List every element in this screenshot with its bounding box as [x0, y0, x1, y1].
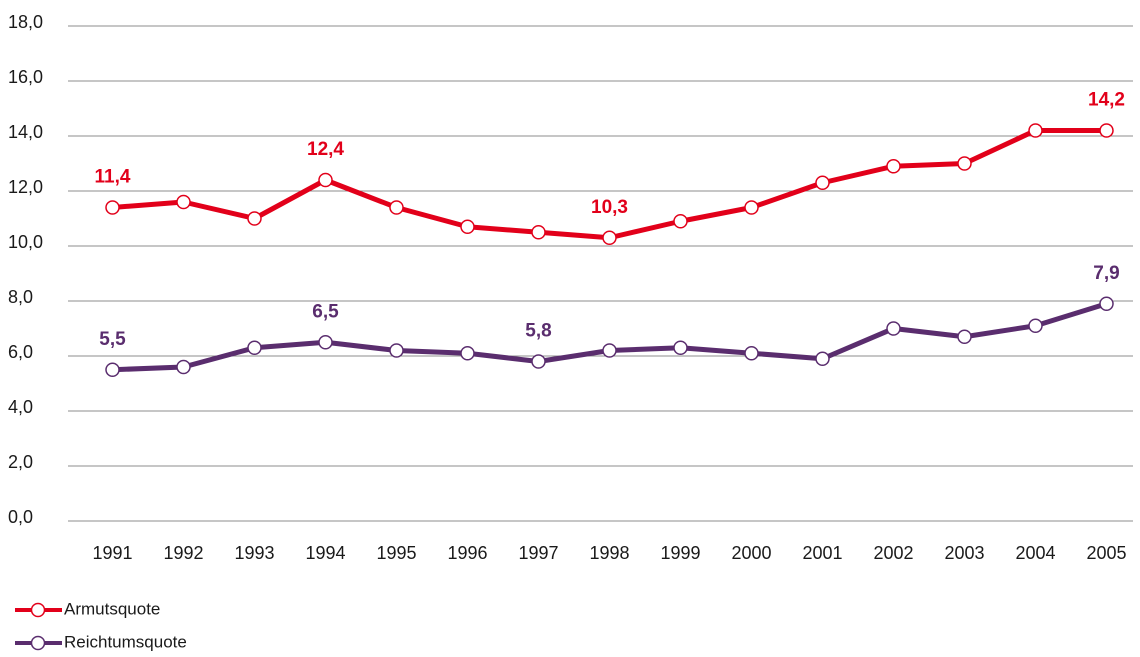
data-point	[1099, 123, 1114, 138]
y-tick-label: 14,0	[8, 122, 43, 142]
data-point	[744, 346, 759, 361]
legend-marker	[30, 635, 46, 651]
data-point	[389, 343, 404, 358]
data-label: 12,4	[307, 139, 344, 160]
data-label: 5,5	[99, 329, 126, 350]
data-point	[531, 225, 546, 240]
y-tick-label: 18,0	[8, 12, 43, 32]
x-tick-label: 1995	[376, 543, 416, 563]
y-tick-label: 0,0	[8, 507, 33, 527]
data-point	[957, 329, 972, 344]
y-tick-label: 16,0	[8, 67, 43, 87]
legend-label: Reichtumsquote	[64, 632, 187, 651]
data-label: 6,5	[312, 301, 339, 322]
x-tick-label: 2001	[802, 543, 842, 563]
data-point	[105, 362, 120, 377]
x-tick-label: 1991	[92, 543, 132, 563]
x-tick-label: 1992	[163, 543, 203, 563]
data-point	[176, 359, 191, 375]
data-point	[602, 230, 617, 245]
data-label: 11,4	[95, 167, 131, 188]
x-tick-label: 2005	[1086, 543, 1126, 563]
data-point	[318, 172, 333, 188]
data-label: 7,9	[1093, 263, 1119, 284]
data-point	[1028, 318, 1043, 333]
x-tick-label: 1998	[589, 543, 629, 563]
x-tick-label: 1996	[447, 543, 487, 563]
y-tick-label: 8,0	[8, 287, 33, 307]
data-point	[602, 343, 617, 358]
legend-marker	[30, 602, 46, 618]
y-tick-label: 6,0	[8, 342, 33, 362]
data-point	[744, 200, 759, 215]
data-point	[247, 211, 262, 226]
data-point	[176, 194, 191, 210]
data-label: 10,3	[591, 197, 628, 218]
data-point	[673, 340, 688, 355]
data-point	[673, 214, 688, 229]
series-line	[112, 128, 1107, 241]
x-tick-label: 1999	[660, 543, 700, 563]
data-point	[886, 159, 901, 174]
x-tick-label: 2003	[944, 543, 984, 563]
data-point	[460, 346, 475, 361]
data-point	[105, 200, 120, 215]
data-point	[886, 321, 901, 336]
data-label: 14,2	[1088, 90, 1125, 111]
y-tick-label: 2,0	[8, 452, 33, 472]
legend-label: Armutsquote	[64, 599, 160, 618]
x-tick-label: 2000	[731, 543, 771, 563]
x-tick-label: 2004	[1015, 543, 1055, 563]
x-tick-label: 1997	[518, 543, 558, 563]
data-point	[531, 354, 546, 369]
data-label: 5,8	[525, 321, 551, 342]
data-point	[1028, 123, 1043, 138]
y-tick-label: 4,0	[8, 397, 33, 417]
data-point	[247, 340, 262, 355]
data-point	[318, 335, 333, 350]
y-tick-label: 12,0	[8, 177, 43, 197]
data-point	[1099, 296, 1114, 311]
data-point	[957, 156, 972, 171]
x-tick-label: 2002	[873, 543, 913, 563]
x-tick-label: 1993	[234, 543, 274, 563]
x-tick-label: 1994	[305, 543, 345, 563]
data-point	[389, 200, 404, 215]
data-point	[460, 219, 475, 234]
y-tick-label: 10,0	[8, 232, 43, 252]
data-point	[815, 351, 830, 366]
data-point	[815, 175, 830, 190]
